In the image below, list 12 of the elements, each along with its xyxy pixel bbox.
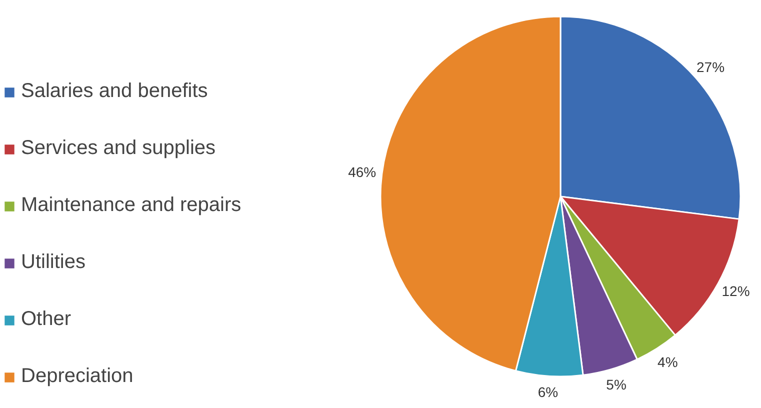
- data-label: 5%: [606, 376, 626, 393]
- legend-label: Utilities: [21, 251, 86, 274]
- legend-label: Services and supplies: [21, 137, 216, 160]
- data-label: 4%: [658, 354, 678, 370]
- legend-label: Depreciation: [21, 365, 134, 388]
- data-label: 6%: [538, 384, 558, 400]
- data-label: 46%: [348, 164, 376, 180]
- legend-label: Maintenance and repairs: [21, 194, 242, 217]
- data-label: 12%: [722, 282, 750, 299]
- legend-label: Other: [21, 308, 72, 331]
- legend-label: Salaries and benefits: [21, 80, 208, 103]
- data-label: 27%: [696, 58, 725, 75]
